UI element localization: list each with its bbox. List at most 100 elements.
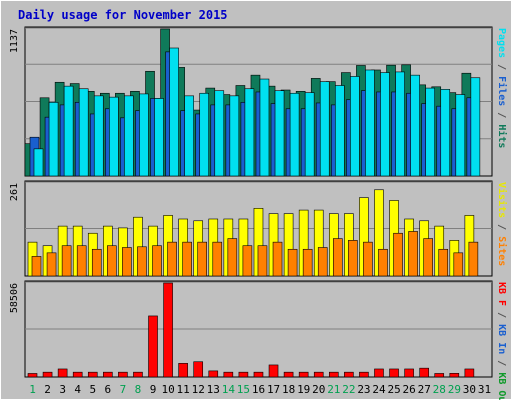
bar-pages-14 bbox=[229, 95, 240, 177]
bar-sites-3 bbox=[61, 245, 72, 277]
bar-pages-12 bbox=[199, 92, 210, 177]
bar-kb-f-8 bbox=[133, 371, 143, 378]
bar-sites-14 bbox=[227, 238, 238, 277]
day-label: 31 bbox=[478, 383, 491, 396]
bar-sites-10 bbox=[167, 241, 177, 277]
bar-pages-4 bbox=[78, 88, 89, 177]
panel-pages-files-hits: 1137 Pages / Files / Hits bbox=[9, 26, 508, 177]
day-label: 2 bbox=[44, 383, 51, 396]
right-legend: Visits / Sites bbox=[496, 182, 508, 266]
day-label: 18 bbox=[282, 383, 295, 396]
bar-kb-f-1 bbox=[27, 373, 38, 378]
series-hits bbox=[24, 28, 472, 177]
bar-kb-f-14 bbox=[223, 371, 234, 378]
legend-item: Hits bbox=[496, 124, 508, 148]
bar-pages-27 bbox=[425, 87, 435, 177]
day-label: 30 bbox=[463, 383, 476, 396]
bar-pages-16 bbox=[259, 78, 270, 177]
day-label: 5 bbox=[89, 383, 96, 396]
bar-kb-f-10 bbox=[163, 282, 173, 378]
day-label: 25 bbox=[387, 383, 400, 396]
bar-sites-1 bbox=[31, 256, 42, 277]
legend-item: KB In bbox=[496, 324, 507, 354]
day-label: 8 bbox=[135, 383, 142, 396]
bar-sites-9 bbox=[152, 245, 162, 277]
day-label: 21 bbox=[327, 383, 340, 396]
y-max-label: 261 bbox=[9, 183, 20, 201]
right-legend: KB F / KB In / KB Out bbox=[496, 282, 507, 400]
bar-pages-29 bbox=[455, 94, 466, 177]
legend-item: Pages bbox=[496, 28, 507, 58]
bar-kb-f-28 bbox=[434, 373, 445, 378]
bar-sites-22 bbox=[348, 240, 358, 277]
day-label: 29 bbox=[448, 383, 461, 396]
bar-kb-f-26 bbox=[404, 368, 414, 378]
bar-pages-18 bbox=[289, 92, 300, 177]
bar-kb-f-13 bbox=[208, 370, 219, 378]
bar-kb-f-2 bbox=[42, 371, 53, 378]
day-label: 6 bbox=[105, 383, 112, 396]
legend-item: / bbox=[496, 58, 507, 76]
bar-kb-f-30 bbox=[464, 368, 475, 378]
bar-pages-24 bbox=[380, 72, 390, 177]
bar-sites-26 bbox=[408, 231, 418, 277]
legend-item: Sites bbox=[496, 236, 508, 266]
bar-kb-f-11 bbox=[178, 363, 188, 378]
day-label: 17 bbox=[267, 383, 280, 396]
bar-pages-28 bbox=[440, 89, 451, 177]
bar-pages-6 bbox=[109, 96, 119, 177]
bar-pages-2 bbox=[48, 102, 59, 177]
bar-pages-1 bbox=[33, 148, 44, 177]
bar-pages-19 bbox=[304, 92, 315, 177]
bar-sites-28 bbox=[438, 248, 449, 277]
bar-sites-2 bbox=[46, 252, 57, 277]
day-label: 9 bbox=[150, 383, 157, 396]
bar-sites-30 bbox=[468, 241, 479, 277]
bar-sites-7 bbox=[122, 247, 132, 277]
day-label: 4 bbox=[74, 383, 81, 396]
bar-sites-29 bbox=[453, 252, 464, 277]
bar-kb-f-12 bbox=[193, 361, 204, 378]
series-kb-f bbox=[27, 282, 475, 378]
bar-kb-f-21 bbox=[328, 371, 339, 378]
bar-pages-9 bbox=[154, 98, 164, 177]
legend-item: / bbox=[496, 354, 507, 372]
chart-panels: 1137 Pages / Files / Hits 261 Visits / Site… bbox=[9, 26, 508, 400]
day-label: 26 bbox=[403, 383, 416, 396]
bar-pages-30 bbox=[470, 77, 481, 177]
series-sites bbox=[31, 231, 479, 277]
bar-sites-21 bbox=[332, 238, 343, 277]
bar-kb-f-29 bbox=[449, 373, 460, 378]
chart-title: Daily usage for November 2015 bbox=[18, 8, 228, 22]
bar-pages-21 bbox=[334, 85, 345, 177]
bar-sites-8 bbox=[137, 246, 147, 277]
legend-item: Visits bbox=[496, 182, 508, 218]
bar-pages-10 bbox=[169, 47, 179, 177]
day-label: 28 bbox=[433, 383, 446, 396]
bar-sites-15 bbox=[242, 245, 253, 277]
bar-kb-f-19 bbox=[298, 371, 309, 378]
bar-pages-13 bbox=[214, 90, 225, 177]
day-label: 3 bbox=[59, 383, 66, 396]
bar-sites-17 bbox=[272, 241, 283, 277]
bar-kb-f-25 bbox=[389, 368, 399, 378]
bar-kb-f-15 bbox=[238, 371, 249, 378]
legend-item: / bbox=[496, 218, 507, 236]
x-axis-day-labels: 1 2 3 4 5 6 7 8 9 10 11 12 13 14 15 16 17 18 19 20 21 22 23 24 2… bbox=[29, 383, 491, 396]
bar-sites-20 bbox=[317, 247, 328, 277]
bar-pages-3 bbox=[63, 85, 74, 177]
panel-kb-f: 58506 KB F / KB In / KB Out bbox=[9, 280, 507, 400]
bar-sites-19 bbox=[302, 248, 313, 277]
day-label: 24 bbox=[372, 383, 386, 396]
right-legend: Pages / Files / Hits bbox=[496, 28, 508, 148]
bar-kb-f-6 bbox=[103, 371, 113, 378]
bar-kb-f-27 bbox=[419, 367, 429, 378]
bar-sites-16 bbox=[257, 245, 268, 277]
bar-kb-f-18 bbox=[283, 371, 294, 378]
bar-kb-f-9 bbox=[148, 315, 158, 378]
legend-item: / bbox=[496, 306, 507, 324]
series-pages bbox=[33, 47, 481, 177]
bar-kb-f-22 bbox=[344, 371, 354, 378]
bar-sites-25 bbox=[393, 232, 403, 277]
bar-sites-18 bbox=[287, 248, 298, 277]
